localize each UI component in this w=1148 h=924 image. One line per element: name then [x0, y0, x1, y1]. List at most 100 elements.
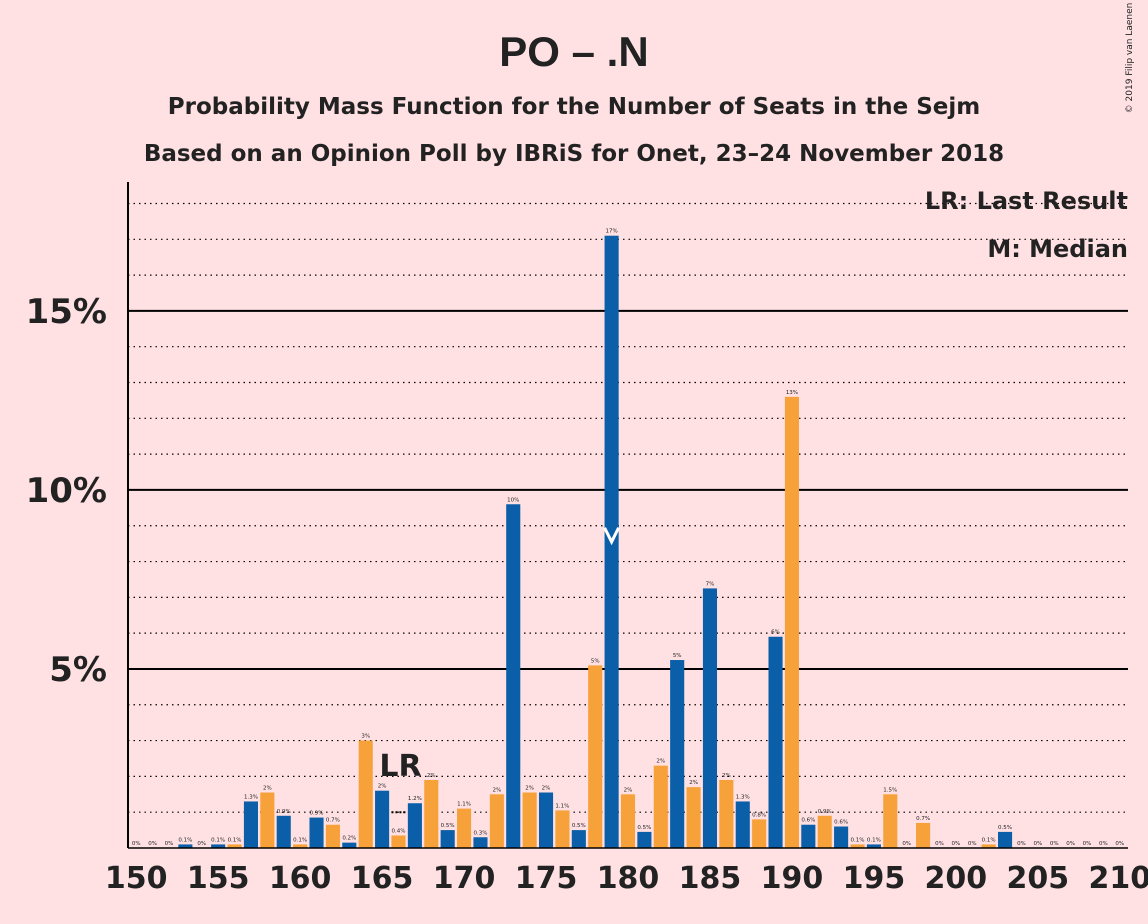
bar-seat-188 [752, 819, 767, 848]
data-label-seat-181: 0.5% [637, 825, 651, 831]
data-label-seat-190: 13% [786, 390, 798, 396]
bar-seat-191 [801, 824, 816, 848]
x-tick-label-195: 195 [843, 861, 906, 896]
data-label-seat-172: 2% [492, 787, 501, 793]
data-label-seat-196: 1.5% [883, 787, 897, 793]
data-label-seat-210: 0% [1115, 841, 1124, 847]
data-label-seat-208: 0% [1083, 841, 1092, 847]
data-label-seat-209: 0% [1099, 841, 1108, 847]
data-label-seat-170: 1.1% [457, 802, 471, 808]
bars [178, 235, 1013, 849]
data-label-seat-169: 0.5% [441, 823, 455, 829]
data-label-seat-205: 0% [1033, 841, 1042, 847]
bar-seat-159 [276, 815, 291, 848]
data-label-seat-155: 0.1% [211, 837, 225, 843]
bar-seat-160 [293, 844, 308, 848]
bar-seat-168 [424, 779, 439, 848]
x-tick-label-200: 200 [925, 861, 988, 896]
bar-seat-172 [489, 794, 504, 848]
data-label-seat-182: 2% [656, 759, 665, 765]
bar-seat-198 [916, 822, 931, 848]
x-tick-label-175: 175 [515, 861, 578, 896]
x-tick-label-150: 150 [105, 861, 168, 896]
data-label-seat-152: 0% [165, 841, 174, 847]
data-label-seat-174: 2% [525, 786, 534, 792]
data-label-seat-162: 0.7% [326, 818, 340, 824]
x-tick-label-205: 205 [1007, 861, 1070, 896]
data-label-seat-198: 0.7% [916, 816, 930, 822]
bar-seat-202 [981, 844, 996, 848]
data-label-seat-151: 0% [148, 841, 157, 847]
y-tick-label-15: 15% [26, 292, 107, 332]
data-label-seat-194: 0.1% [851, 837, 865, 843]
x-tick-label-185: 185 [679, 861, 742, 896]
x-tick-label-160: 160 [269, 861, 332, 896]
bar-seat-161 [309, 817, 324, 848]
legend-last-result: LR: Last Result [925, 187, 1128, 215]
median-marker [603, 527, 620, 546]
data-label-seat-195: 0.1% [867, 837, 881, 843]
grid-lines [128, 202, 1128, 813]
data-label-seat-165: 2% [378, 784, 387, 790]
data-label-seat-158: 2% [263, 786, 272, 792]
data-label-seat-201: 0% [968, 841, 977, 847]
data-label-seat-204: 0% [1017, 841, 1026, 847]
data-label-seat-175: 2% [542, 786, 551, 792]
bar-seat-185 [702, 588, 718, 848]
data-label-seat-189: 6% [771, 630, 780, 636]
bar-seat-153 [178, 844, 193, 848]
axes: 150 155 160 165 170 175 180 185 190 195 200 205 210 5… [26, 182, 1148, 896]
data-label-seat-186: 2% [722, 773, 731, 779]
data-label-seat-185: 7% [706, 581, 715, 587]
bar-seat-194 [850, 844, 865, 848]
bar-seat-164 [358, 740, 373, 848]
data-label-seat-206: 0% [1050, 841, 1059, 847]
bar-seat-178 [588, 665, 603, 848]
data-label-seat-188: 0.8% [752, 812, 766, 818]
bar-seat-182 [653, 765, 668, 848]
data-label-seat-156: 0.1% [228, 837, 242, 843]
x-tick-label-210: 210 [1088, 861, 1148, 896]
data-label-seat-153: 0.1% [178, 837, 192, 843]
y-tick-label-10: 10% [26, 471, 107, 511]
bar-seat-195 [866, 844, 881, 848]
bar-seat-162 [325, 824, 340, 848]
data-label-seat-164: 3% [361, 734, 370, 740]
data-label-seat-183: 5% [673, 653, 682, 659]
data-label-seat-166: 0.4% [391, 828, 405, 834]
bar-seat-190 [784, 396, 799, 848]
data-label-seat-150: 0% [132, 841, 141, 847]
bar-seat-171 [473, 837, 488, 848]
bar-seat-166 [391, 835, 406, 848]
data-label-seat-173: 10% [507, 497, 519, 503]
data-label-seat-171: 0.3% [473, 830, 487, 836]
data-label-seat-160: 0.1% [293, 837, 307, 843]
bar-seat-189 [768, 636, 783, 848]
data-label-seat-157: 1.3% [244, 794, 258, 800]
bar-seat-165 [375, 790, 390, 848]
last-result-marker: LR [379, 749, 421, 784]
data-label-seat-202: 0.1% [982, 837, 996, 843]
bar-seat-163 [342, 842, 357, 848]
data-label-seat-154: 0% [197, 841, 206, 847]
bar-seat-192 [817, 815, 832, 848]
bar-seat-203 [998, 831, 1013, 848]
data-labels: 0% 0% 0%0.1%0%0.1% 0.1%1.3%2%0.9%0.1%0.9%0.… [132, 229, 1124, 847]
y-tick-label-5: 5% [49, 650, 107, 690]
bar-seat-174 [522, 792, 537, 848]
chart-subtitle-1: Probability Mass Function for the Number… [168, 94, 980, 120]
data-label-seat-177: 0.5% [572, 823, 586, 829]
data-label-seat-180: 2% [624, 787, 633, 793]
bar-seat-169 [440, 830, 455, 848]
chart-title: PO – .N [499, 28, 648, 75]
bar-seat-177 [571, 830, 586, 848]
bar-seat-173 [506, 504, 521, 848]
data-label-seat-197: 0% [902, 841, 911, 847]
data-label-seat-184: 2% [689, 780, 698, 786]
bar-seat-156 [227, 844, 242, 848]
bar-seat-196 [883, 794, 898, 848]
bar-seat-193 [834, 826, 849, 848]
bar-seat-170 [457, 808, 472, 848]
bar-seat-183 [670, 660, 685, 848]
